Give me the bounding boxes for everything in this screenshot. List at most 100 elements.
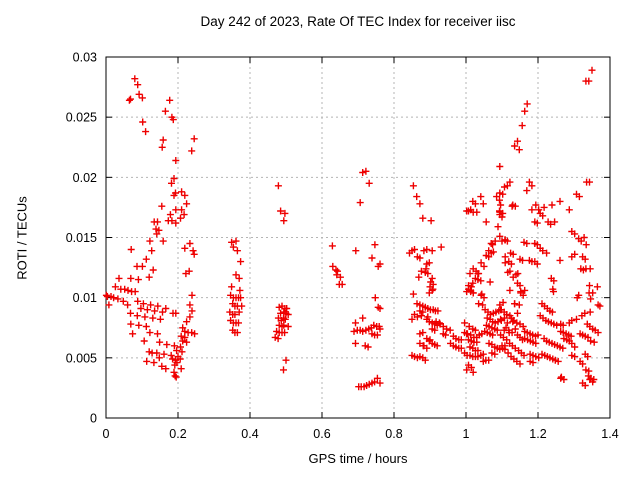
data-point-marker: [148, 247, 156, 255]
data-point-marker: [511, 142, 519, 150]
data-point-marker: [371, 241, 379, 249]
data-point-marker: [158, 143, 166, 151]
data-point-marker: [172, 157, 180, 164]
data-point-marker: [496, 196, 503, 204]
data-point-marker: [588, 66, 596, 74]
data-point-marker: [171, 361, 179, 369]
data-point-marker: [593, 283, 601, 291]
data-point-marker: [435, 319, 443, 327]
data-point-marker: [170, 191, 178, 199]
data-point-marker: [178, 188, 186, 196]
data-point-marker: [177, 365, 185, 373]
data-point-marker: [565, 206, 573, 214]
data-point-marker: [148, 349, 156, 357]
data-point-marker: [461, 319, 469, 327]
data-point-marker: [332, 266, 340, 274]
data-point-marker: [496, 301, 504, 309]
data-point-marker: [535, 206, 543, 214]
data-point-marker: [127, 95, 134, 103]
data-point-marker: [188, 147, 196, 155]
data-point-marker: [131, 75, 139, 83]
y-tick-label: 0.02: [73, 171, 97, 185]
data-point-marker: [568, 317, 576, 324]
y-tick-label: 0.025: [66, 111, 97, 125]
data-point-marker: [352, 319, 359, 327]
data-point-marker: [428, 286, 436, 294]
data-point-marker: [350, 327, 358, 335]
data-point-marker: [409, 182, 417, 190]
data-point-marker: [236, 286, 244, 294]
data-point-marker: [281, 209, 289, 217]
data-point-marker: [119, 297, 127, 305]
data-point-marker: [238, 302, 246, 310]
data-point-marker: [532, 339, 540, 347]
data-point-marker: [469, 279, 477, 287]
data-point-marker: [485, 356, 493, 364]
data-point-marker: [587, 295, 595, 303]
data-point-marker: [281, 315, 289, 323]
data-point-marker: [171, 372, 179, 380]
data-point-marker: [146, 237, 154, 245]
data-point-marker: [550, 288, 557, 296]
data-point-marker: [181, 191, 189, 199]
data-point-marker: [567, 332, 575, 340]
data-point-marker: [176, 355, 184, 363]
data-point-marker: [127, 309, 134, 317]
data-point-marker: [155, 226, 163, 234]
data-point-marker: [154, 218, 161, 226]
data-point-marker: [162, 305, 170, 312]
data-point-marker: [417, 312, 425, 320]
data-point-marker: [439, 330, 447, 338]
data-point-marker: [127, 274, 135, 282]
data-point-marker: [419, 214, 427, 222]
data-point-marker: [499, 190, 507, 198]
data-point-marker: [540, 203, 548, 211]
data-point-marker: [149, 314, 157, 322]
data-point-marker: [473, 208, 481, 216]
data-point-marker: [543, 249, 551, 257]
data-point-marker: [520, 351, 528, 359]
data-point-marker: [457, 344, 465, 352]
data-point-marker: [183, 338, 191, 346]
data-point-marker: [533, 219, 541, 227]
data-point-marker: [581, 255, 589, 263]
data-point-marker: [514, 137, 521, 145]
data-point-marker: [479, 301, 487, 309]
data-point-marker: [586, 178, 593, 186]
data-point-marker: [376, 325, 384, 333]
data-point-marker: [131, 288, 139, 296]
data-point-marker: [134, 297, 142, 305]
data-point-marker: [508, 329, 516, 337]
data-point-marker: [506, 286, 514, 294]
chart-title: Day 242 of 2023, Rate Of TEC Index for r…: [200, 14, 516, 29]
data-point-marker: [521, 107, 529, 115]
data-point-marker: [124, 301, 132, 309]
data-point-marker: [579, 360, 587, 368]
data-point-marker: [371, 378, 379, 386]
data-point-marker: [110, 294, 118, 302]
data-point-marker: [181, 333, 189, 341]
data-point-marker: [506, 178, 514, 186]
data-point-marker: [504, 349, 512, 357]
y-tick-label: 0.005: [66, 351, 97, 365]
data-point-marker: [142, 128, 150, 136]
data-point-marker: [160, 350, 168, 358]
data-point-marker: [179, 337, 187, 345]
data-point-marker: [328, 242, 336, 250]
data-point-marker: [559, 344, 567, 352]
data-point-marker: [228, 238, 236, 246]
data-point-marker: [411, 246, 418, 253]
data-point-marker: [424, 270, 432, 278]
data-point-marker: [496, 232, 504, 240]
data-point-marker: [514, 309, 521, 317]
data-point-marker: [235, 319, 242, 327]
data-point-marker: [548, 308, 556, 316]
data-point-marker: [528, 206, 536, 214]
data-point-marker: [466, 270, 474, 278]
data-point-marker: [491, 237, 499, 245]
data-point-marker: [589, 289, 597, 297]
data-point-marker: [183, 200, 191, 208]
data-point-marker: [365, 179, 373, 187]
data-point-marker: [547, 220, 555, 228]
data-point-marker: [376, 379, 384, 387]
